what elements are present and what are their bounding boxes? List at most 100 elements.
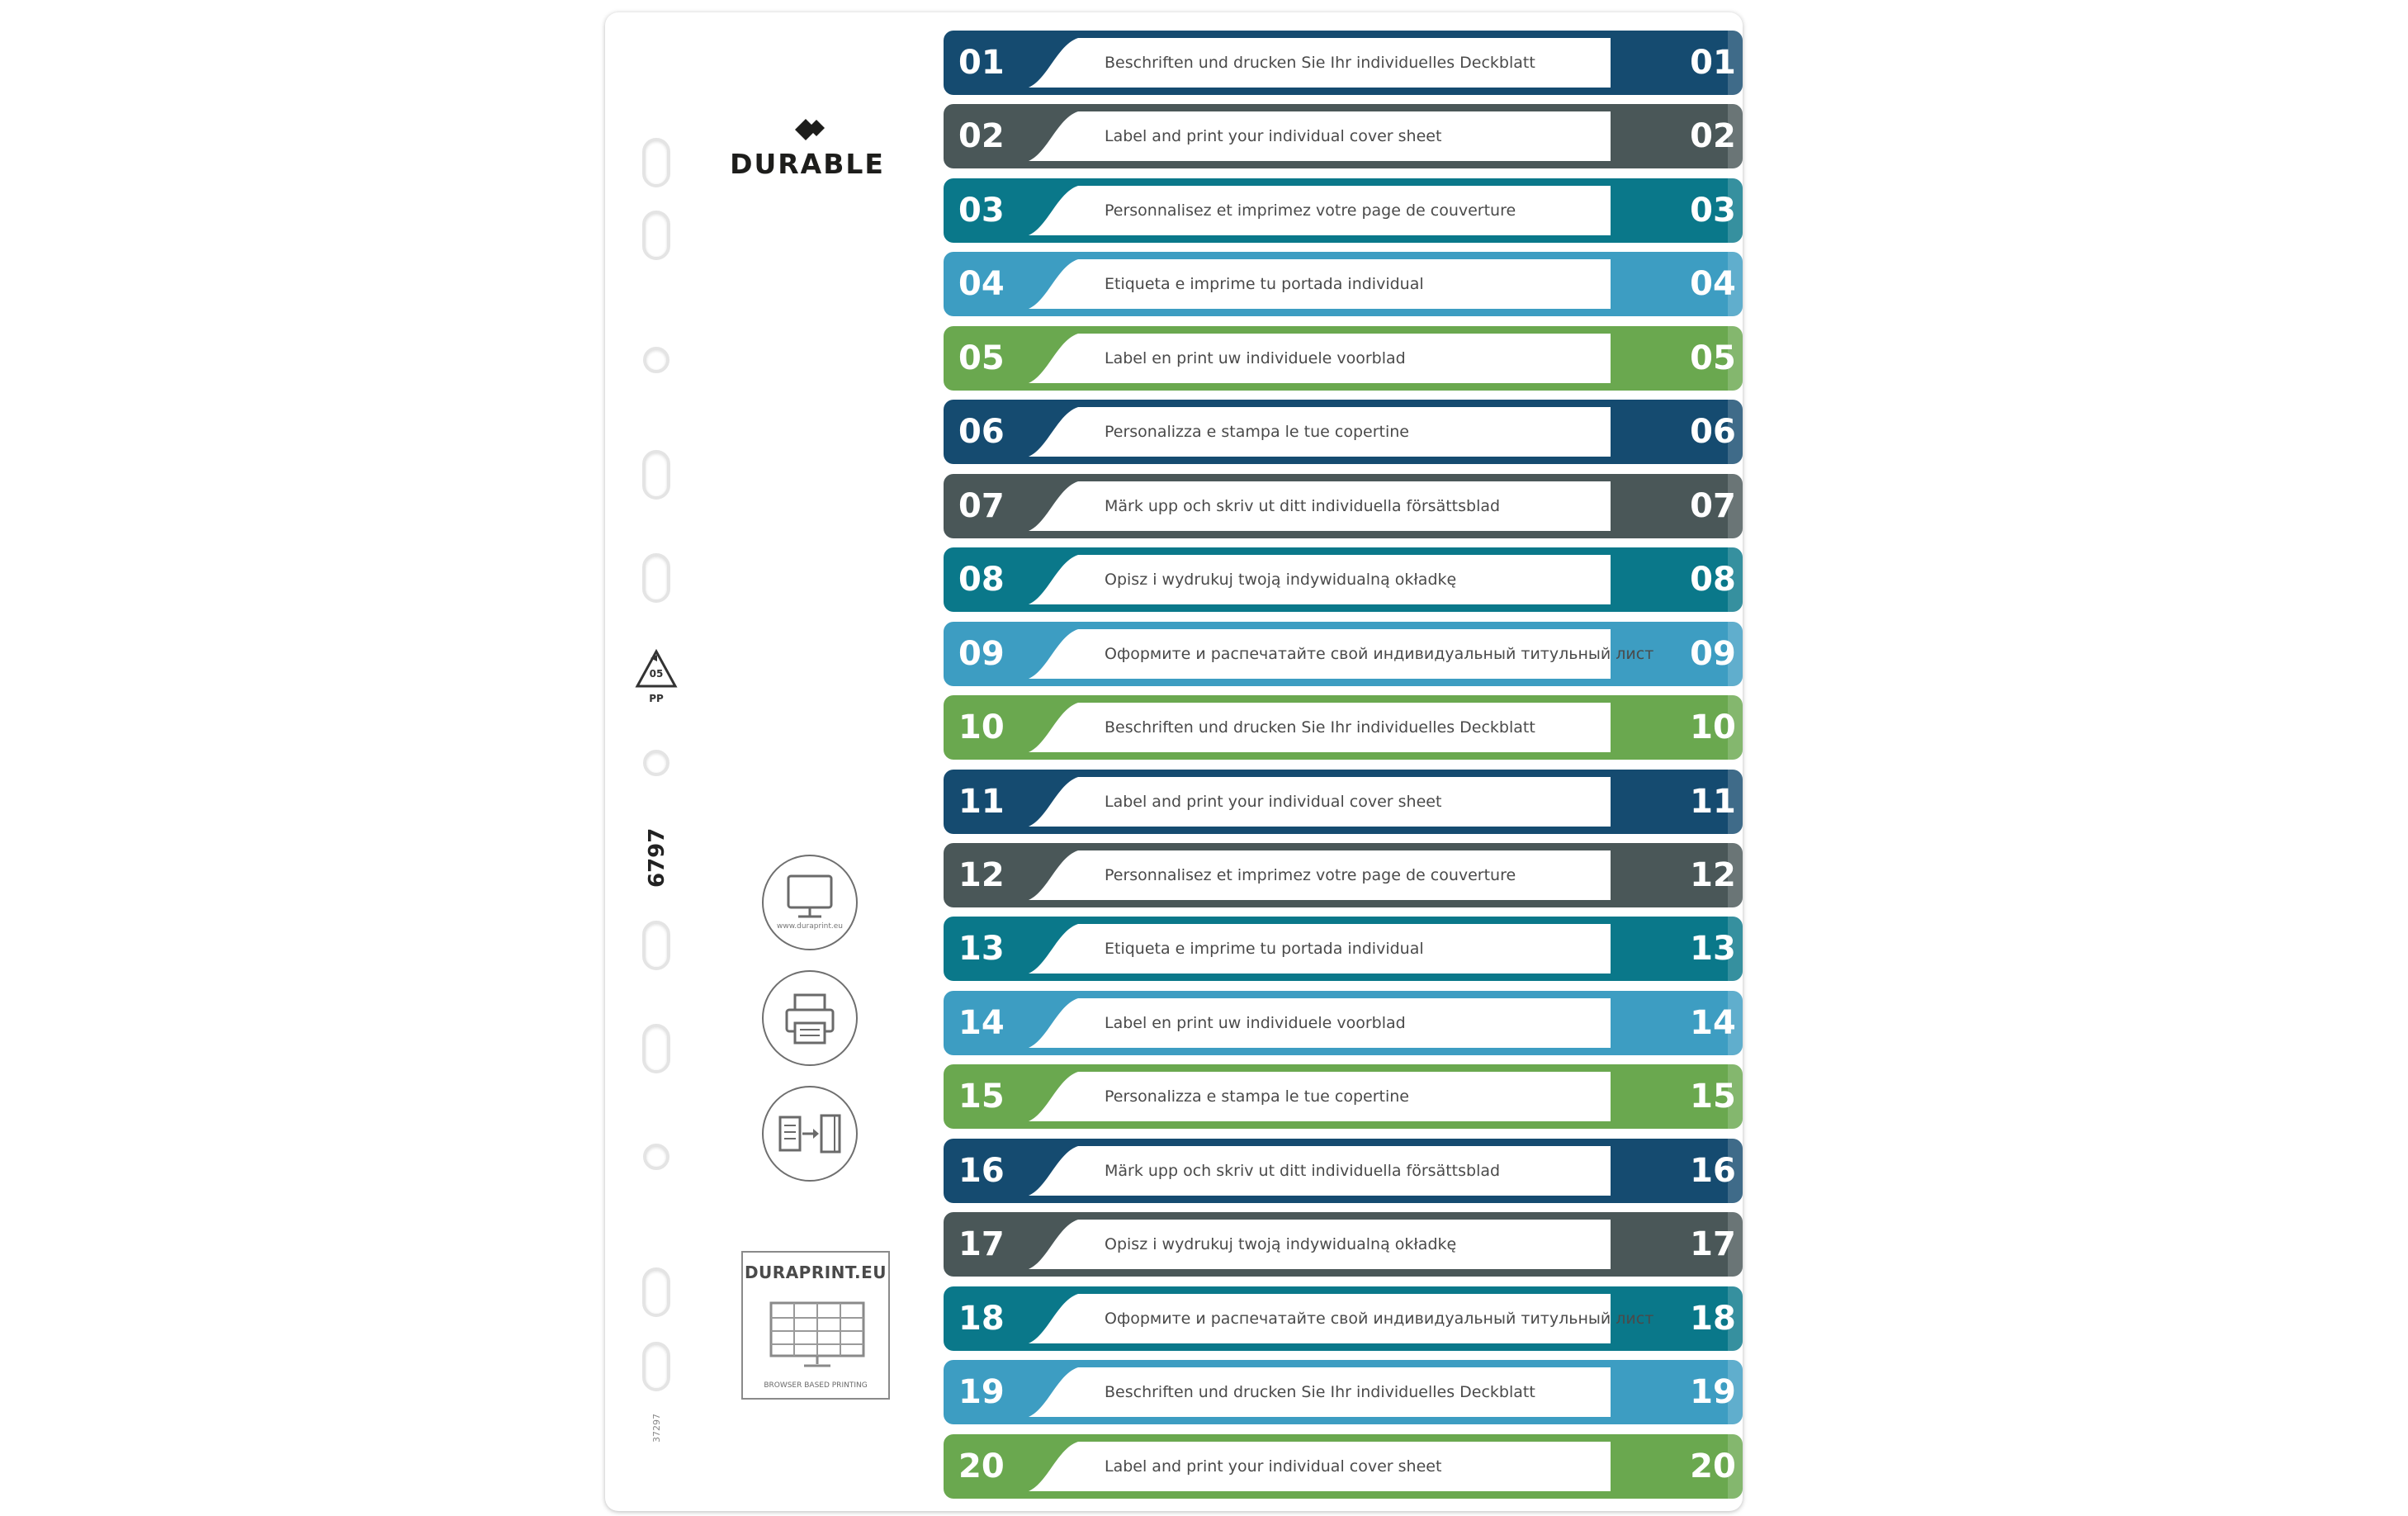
tab-label: Label and print your individual cover sh… (1105, 127, 1442, 146)
tab-number-right-text: 18 (1690, 1299, 1736, 1338)
tab-row[interactable]: 11 Label and print your individual cover … (944, 769, 1743, 834)
tab-row[interactable]: 17 Opisz i wydrukuj twoją indywidualną ok… (944, 1212, 1743, 1277)
duraprint-box: DURAPRINT.EU BROWSER BASED PRINTING (741, 1251, 890, 1400)
tab-row[interactable]: 02 Label and print your individual cover … (944, 104, 1743, 169)
tab-label: Märk upp och skriv ut ditt individuella … (1105, 496, 1501, 515)
tab-edge (1728, 695, 1743, 760)
tab-row[interactable]: 01 Beschriften und drucken Sie Ihr indivi… (944, 31, 1743, 95)
tab-row[interactable]: 05 Label en print uw individuele voorblad… (944, 325, 1743, 391)
duraprint-title: DURAPRINT.EU (744, 1263, 887, 1282)
tab-edge (1728, 104, 1743, 169)
tab-number-right-text: 11 (1690, 782, 1736, 821)
punch-hole (643, 1144, 669, 1170)
tab-row[interactable]: 06 Personalizza e stampa le tue copertine… (944, 400, 1743, 465)
tab-number-right-text: 12 (1690, 855, 1736, 894)
tab-edge (1728, 473, 1743, 538)
tab-row[interactable]: 15 Personalizza e stampa le tue copertine… (944, 1064, 1743, 1130)
brand-name: DURABLE (730, 148, 885, 180)
step-insert (762, 1086, 858, 1182)
tab-number: 16 (958, 1151, 1005, 1190)
tab-label: Label en print uw individuele voorblad (1105, 1013, 1406, 1032)
punch-hole (642, 138, 670, 187)
tab-edge (1728, 769, 1743, 834)
small-code: 37297 (651, 1414, 662, 1443)
tab-row[interactable]: 14 Label en print uw individuele voorblad… (944, 990, 1743, 1055)
tab-row[interactable]: 12 Personnalisez et imprimez votre page d… (944, 842, 1743, 907)
product-code: 6797 (645, 827, 669, 888)
tab-number-badge-icon (950, 850, 1078, 900)
tab-row[interactable]: 03 Personnalisez et imprimez votre page d… (944, 178, 1743, 243)
tab-number-right-text: 05 (1690, 339, 1736, 377)
tab-label: Personnalisez et imprimez votre page de … (1105, 865, 1516, 884)
tab-label: Personalizza e stampa le tue copertine (1105, 1087, 1409, 1106)
tab-number-right-text: 17 (1690, 1225, 1736, 1264)
tab-number-right-text: 02 (1690, 117, 1736, 156)
tab-number-right-text: 15 (1690, 1078, 1736, 1116)
tab-edge (1728, 621, 1743, 686)
tab-row[interactable]: 09 Оформите и распечатайте свой индивидуа… (944, 621, 1743, 686)
tab-number-badge-icon (950, 333, 1078, 383)
tab-number-badge-icon (950, 407, 1078, 457)
tab-number-right-text: 16 (1690, 1151, 1736, 1190)
tab-label: Beschriften und drucken Sie Ihr individu… (1105, 718, 1535, 737)
punch-hole (642, 450, 670, 500)
tab-edge (1728, 1064, 1743, 1130)
computer-layout-icon (769, 1301, 865, 1367)
tab-number: 04 (958, 265, 1005, 304)
printer-icon (785, 993, 835, 1045)
tab-edge (1728, 252, 1743, 317)
tab-row[interactable]: 16 Märk upp och skriv ut ditt individuell… (944, 1138, 1743, 1203)
tab-edge (1728, 1212, 1743, 1277)
tab-row[interactable]: 18 Оформите и распечатайте свой индивидуа… (944, 1286, 1743, 1351)
tab-row[interactable]: 04 Etiqueta e imprime tu portada individu… (944, 252, 1743, 317)
tab-label: Opisz i wydrukuj twoją indywidualną okła… (1105, 1235, 1457, 1254)
tab-row[interactable]: 20 Label and print your individual cover … (944, 1433, 1743, 1499)
tab-edge (1728, 917, 1743, 982)
tab-number-right-text: 07 (1690, 486, 1736, 525)
tab-row[interactable]: 19 Beschriften und drucken Sie Ihr indivi… (944, 1360, 1743, 1425)
tab-number: 14 (958, 1003, 1005, 1042)
tab-label: Label and print your individual cover sh… (1105, 1457, 1442, 1476)
tab-number: 09 (958, 634, 1005, 673)
tab-number-badge-icon (950, 1072, 1078, 1122)
punch-hole (642, 1267, 670, 1317)
tab-label: Opisz i wydrukuj twoją indywidualną okła… (1105, 571, 1457, 590)
tab-row[interactable]: 13 Etiqueta e imprime tu portada individu… (944, 917, 1743, 982)
tab-number: 17 (958, 1225, 1005, 1264)
tab-number-badge-icon (950, 703, 1078, 753)
punch-hole (643, 750, 669, 776)
punch-hole (642, 1024, 670, 1073)
tab-label: Beschriften und drucken Sie Ihr individu… (1105, 54, 1535, 72)
tab-number-badge-icon (950, 259, 1078, 310)
durable-logo: DURABLE (729, 110, 886, 180)
recycle-triangle-icon (635, 648, 678, 688)
tab-number: 07 (958, 486, 1005, 525)
tab-row[interactable]: 08 Opisz i wydrukuj twoją indywidualną ok… (944, 547, 1743, 613)
tab-number: 20 (958, 1447, 1005, 1485)
tab-number-badge-icon (950, 1293, 1078, 1343)
tab-label: Etiqueta e imprime tu portada individual (1105, 940, 1424, 959)
index-divider-sheet: DURABLE 05 PP 6797 37297 www.duraprint.e… (605, 12, 1743, 1511)
tab-edge (1728, 1360, 1743, 1425)
tab-number-right-text: 03 (1690, 191, 1736, 230)
tab-number-badge-icon (950, 1220, 1078, 1270)
tab-number-right-text: 19 (1690, 1373, 1736, 1412)
tab-edge (1728, 842, 1743, 907)
tab-edge (1728, 547, 1743, 613)
tab-row[interactable]: 07 Märk upp och skriv ut ditt individuell… (944, 473, 1743, 538)
tab-number: 19 (958, 1373, 1005, 1412)
tab-edge (1728, 325, 1743, 391)
tab-number: 18 (958, 1299, 1005, 1338)
recycle-material: PP (649, 693, 664, 704)
tab-number-badge-icon (950, 776, 1078, 827)
tab-row[interactable]: 10 Beschriften und drucken Sie Ihr indivi… (944, 695, 1743, 760)
tab-number-badge-icon (950, 1145, 1078, 1196)
tab-number-badge-icon (950, 924, 1078, 974)
tab-number-badge-icon (950, 628, 1078, 679)
tab-number-badge-icon (950, 38, 1078, 88)
tab-label: Label and print your individual cover sh… (1105, 792, 1442, 811)
tab-number-right-text: 20 (1690, 1447, 1736, 1485)
tab-label: Beschriften und drucken Sie Ihr individu… (1105, 1383, 1535, 1402)
tab-edge (1728, 400, 1743, 465)
tab-label: Оформите и распечатайте свой индивидуаль… (1105, 644, 1654, 663)
